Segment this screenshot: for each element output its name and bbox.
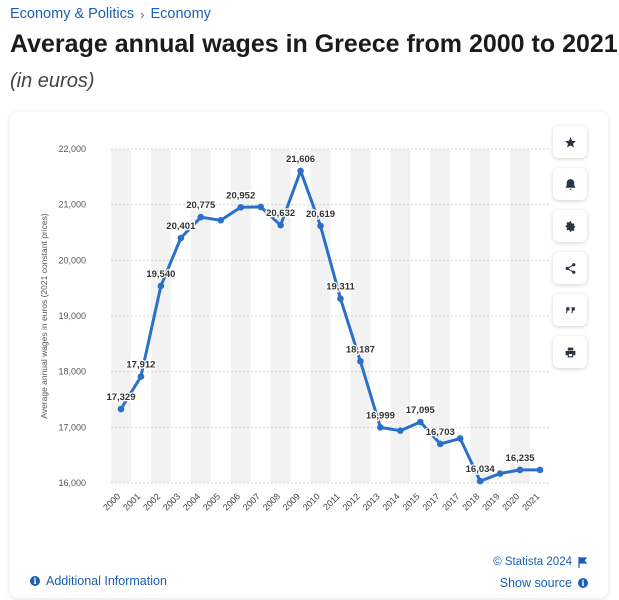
data-label: 19,311: [326, 282, 355, 293]
y-tick-label: 18,000: [58, 367, 86, 377]
data-label: 20,619: [306, 209, 335, 220]
print-button[interactable]: [553, 336, 587, 368]
data-label: 16,235: [506, 453, 536, 464]
data-label: 19,540: [146, 269, 175, 280]
y-axis-label: Average annual wages in euros (2021 cons…: [39, 213, 49, 419]
print-icon: [565, 347, 575, 357]
x-tick-label: 2011: [321, 491, 342, 512]
data-point: [117, 405, 125, 413]
data-point: [317, 222, 324, 230]
data-point: [217, 216, 225, 224]
series-line: [119, 169, 542, 483]
data-label: 16,034: [466, 464, 496, 475]
data-point: [277, 221, 284, 229]
x-tick-label: 2018: [460, 491, 481, 512]
share-button[interactable]: [553, 252, 587, 284]
data-point: [377, 424, 384, 431]
additional-information-link[interactable]: i Additional Information: [30, 574, 167, 588]
y-tick-label: 19,000: [58, 311, 86, 321]
y-tick-label: 20,000: [58, 255, 86, 265]
data-label: 16,999: [366, 410, 395, 421]
x-tick-label: 2021: [520, 491, 541, 512]
settings-button[interactable]: [553, 210, 587, 242]
data-label: 20,401: [166, 221, 196, 232]
breadcrumb-economy-politics[interactable]: Economy & Politics: [10, 6, 135, 22]
data-point: [436, 440, 444, 448]
data-label: 17,329: [106, 392, 135, 403]
page-subtitle: (in euros): [10, 70, 95, 92]
data-point: [237, 204, 245, 211]
data-point: [137, 373, 145, 380]
data-point: [476, 477, 484, 485]
data-label: 20,775: [186, 200, 216, 211]
data-label: 17,912: [126, 360, 155, 371]
x-tick-label: 2009: [281, 491, 302, 512]
x-tick-label: 2012: [341, 491, 362, 512]
x-tick-label: 2017: [440, 491, 461, 512]
data-point: [297, 167, 304, 175]
breadcrumb-separator: ›: [140, 6, 145, 22]
data-point: [177, 234, 185, 242]
bell-icon: [565, 178, 575, 190]
data-label: 21,606: [286, 154, 315, 165]
data-label: 17,095: [406, 405, 436, 416]
data-point: [357, 357, 364, 365]
copyright-link[interactable]: © Statista 2024: [493, 556, 588, 568]
y-tick-label: 21,000: [58, 200, 86, 210]
data-point: [157, 282, 165, 290]
x-tick-label: 2017: [420, 491, 441, 512]
flag-icon: [578, 556, 588, 568]
x-tick-label: 2013: [361, 491, 382, 512]
additional-information-text: Additional Information: [46, 574, 167, 588]
notification-button[interactable]: [553, 168, 587, 200]
y-tick-label: 16,000: [58, 478, 86, 488]
x-tick-label: 2001: [121, 491, 142, 512]
show-source-link[interactable]: Show source i: [500, 576, 588, 590]
x-tick-label: 2015: [400, 491, 421, 512]
data-point: [496, 470, 504, 477]
data-point: [456, 435, 464, 442]
info-icon: i: [578, 578, 588, 588]
x-tick-label: 2004: [181, 491, 202, 512]
x-tick-label: 2010: [301, 491, 322, 512]
x-tick-label: 2019: [480, 491, 501, 512]
x-tick-label: 2002: [141, 491, 162, 512]
x-tick-label: 2003: [161, 491, 182, 512]
x-tick-label: 2006: [221, 491, 242, 512]
data-label: 18,187: [346, 344, 375, 355]
show-source-text: Show source: [499, 576, 572, 590]
x-tick-label: 2005: [201, 491, 222, 512]
data-point: [536, 466, 544, 474]
share-icon: [565, 262, 575, 274]
x-tick-label: 2007: [241, 491, 262, 512]
breadcrumb-economy[interactable]: Economy: [150, 6, 211, 22]
gear-icon: [565, 220, 575, 232]
x-tick-label: 2020: [500, 491, 521, 512]
breadcrumb: Economy & Politics › Economy: [10, 6, 211, 22]
x-tick-label: 2014: [381, 491, 402, 512]
data-label: 20,632: [266, 208, 295, 219]
x-tick-label: 2000: [101, 491, 122, 512]
data-point: [416, 418, 424, 426]
data-point: [397, 427, 404, 434]
star-icon: [564, 136, 576, 147]
data-label: 16,703: [426, 427, 455, 438]
x-tick-label: 2008: [261, 491, 282, 512]
quote-icon: [565, 306, 575, 313]
y-tick-label: 17,000: [58, 422, 86, 432]
cite-button[interactable]: [553, 294, 587, 326]
data-point: [337, 295, 344, 302]
copyright-text: © Statista 2024: [493, 556, 572, 568]
data-point: [257, 203, 264, 211]
favorite-button[interactable]: [553, 126, 587, 158]
data-point: [516, 466, 524, 474]
page-title: Average annual wages in Greece from 2000…: [10, 30, 618, 58]
data-point: [197, 213, 205, 221]
info-icon: i: [30, 576, 40, 586]
y-tick-label: 22,000: [58, 144, 86, 154]
data-label: 20,952: [226, 190, 255, 201]
